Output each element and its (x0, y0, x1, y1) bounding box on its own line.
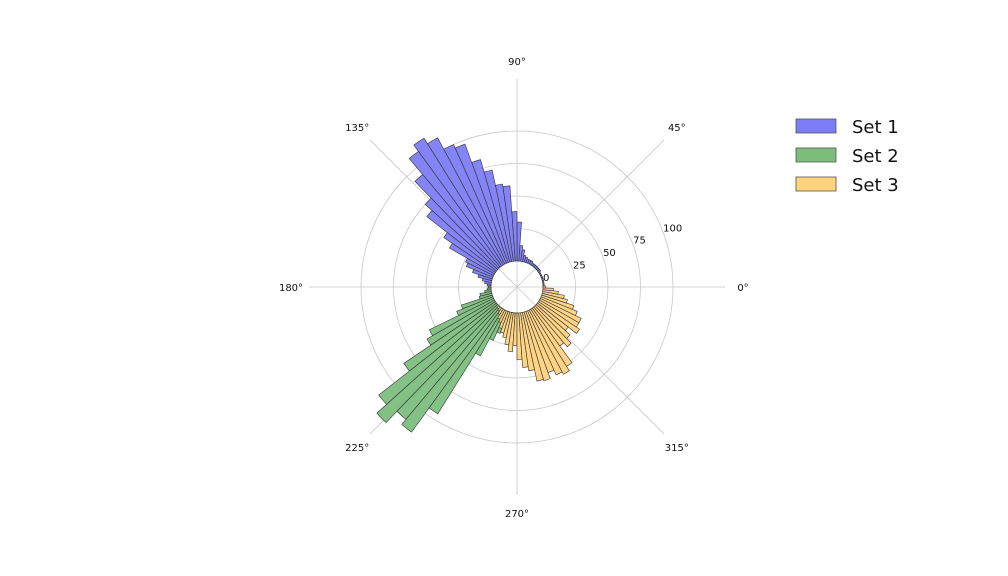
bar-set-1 (472, 269, 494, 280)
angle-tick-label: 270° (505, 509, 529, 520)
angle-tick-label: 225° (345, 443, 369, 454)
bar-set-3 (539, 296, 578, 316)
bar-set-3 (530, 307, 573, 367)
bar-set-3 (542, 285, 546, 289)
bar-set-3 (537, 301, 580, 334)
bar-set-1 (424, 197, 500, 271)
radial-tick-label: 25 (573, 261, 586, 272)
bar-set-1 (443, 232, 497, 273)
polar-bars (376, 137, 582, 433)
bar-set-3 (533, 305, 572, 348)
bar-set-3 (541, 291, 565, 299)
bar-set-1 (426, 210, 499, 272)
grid-spoke (516, 139, 665, 288)
bar-set-1 (449, 242, 496, 275)
bar-set-1 (413, 137, 504, 267)
legend-label-set-3: Set 3 (852, 175, 899, 196)
bar-set-1 (486, 283, 492, 287)
radial-tick-label: 100 (663, 223, 682, 234)
bar-set-3 (528, 308, 570, 375)
polar-labels: 0° 45° 90° 135° 180° 225° 270° 315° 0 25 50 75 100 (279, 57, 749, 520)
angle-tick-label: 180° (279, 283, 303, 294)
bar-set-1 (477, 274, 493, 282)
bar-set-3 (540, 294, 575, 310)
legend-swatch-set-2 (795, 147, 837, 163)
bar-set-1 (484, 281, 492, 285)
bar-set-3 (542, 287, 554, 292)
bar-set-3 (542, 289, 559, 295)
legend-swatch-set-3 (795, 176, 837, 192)
bar-set-3 (534, 303, 571, 339)
bar-set-2 (376, 303, 500, 424)
bar-set-3 (507, 312, 516, 353)
angle-tick-label: 90° (508, 57, 526, 68)
angle-tick-label: 135° (345, 123, 369, 134)
bar-set-3 (523, 311, 551, 382)
legend-label-set-2: Set 2 (852, 146, 899, 167)
bar-set-3 (541, 292, 568, 304)
polar-grid (309, 79, 725, 495)
bar-set-1 (408, 150, 503, 268)
angle-tick-label: 315° (665, 443, 689, 454)
legend-label-set-1: Set 1 (852, 117, 899, 138)
legend: Set 1 Set 2 Set 3 (795, 117, 899, 196)
bar-set-1 (465, 257, 495, 277)
radial-tick-label: 75 (633, 236, 646, 247)
radial-tick-label: 0 (543, 273, 549, 284)
bar-set-1 (465, 262, 495, 278)
angle-tick-label: 0° (737, 283, 748, 294)
legend-swatch-set-1 (795, 118, 837, 134)
bar-set-1 (482, 278, 493, 283)
angle-tick-label: 45° (668, 123, 686, 134)
radial-tick-label: 50 (603, 248, 616, 259)
bar-set-3 (539, 297, 582, 324)
bar-set-1 (414, 174, 501, 269)
